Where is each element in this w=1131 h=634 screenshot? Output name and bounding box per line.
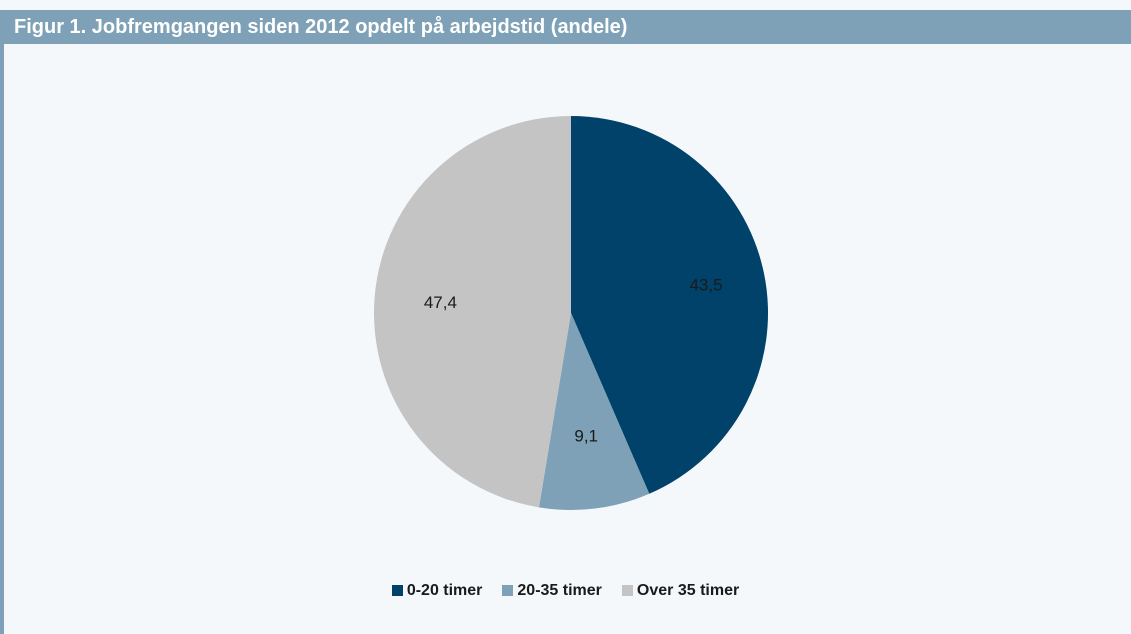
pie-slices xyxy=(373,116,769,511)
figure-title: Figur 1. Jobfremgangen siden 2012 opdelt… xyxy=(0,10,1131,44)
legend-swatch-0-20-timer xyxy=(391,585,403,596)
data-label-0-20-timer: 43,5 xyxy=(689,276,722,295)
legend-label-20-35-timer: 20-35 timer xyxy=(517,582,602,599)
legend-item-0-20-timer: 0-20 timer xyxy=(391,582,483,600)
pie-slice-20-35-timer xyxy=(538,313,650,511)
legend: 0-20 timer 20-35 timer Over 35 timer xyxy=(0,582,1131,600)
data-label-over-35-timer: 47,4 xyxy=(424,293,457,312)
legend-item-20-35-timer: 20-35 timer xyxy=(502,582,602,600)
data-label-20-35-timer: 9,1 xyxy=(574,427,598,446)
pie-data-labels: 43,5 9,1 47,4 xyxy=(424,276,723,446)
pie-slice-0-20-timer xyxy=(571,116,769,494)
legend-swatch-20-35-timer xyxy=(502,585,514,596)
legend-label-0-20-timer: 0-20 timer xyxy=(406,582,483,599)
pie-slice-over-35-timer xyxy=(373,116,571,508)
legend-item-over-35-timer: Over 35 timer xyxy=(621,582,740,600)
left-rule xyxy=(0,44,4,634)
legend-label-over-35-timer: Over 35 timer xyxy=(636,582,740,599)
legend-swatch-over-35-timer xyxy=(621,585,633,596)
